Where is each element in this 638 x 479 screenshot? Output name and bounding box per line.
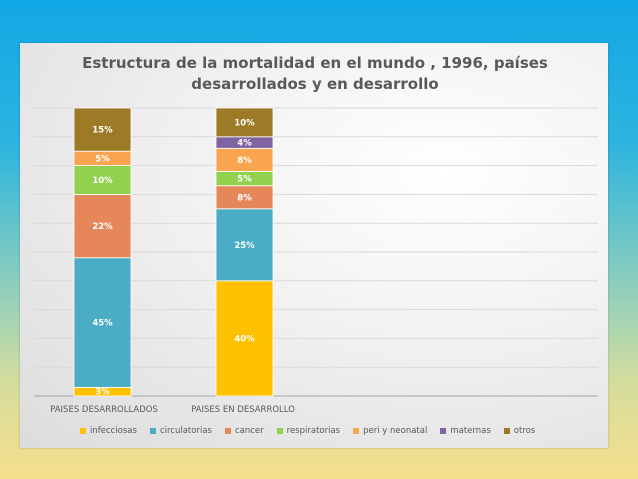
legend-label: otros: [513, 426, 536, 436]
bar-segment-infecciosas: [215, 280, 274, 397]
chart-legend: infecciosas circulatorias cancer respirator…: [80, 422, 560, 440]
legend-swatch: [440, 428, 447, 434]
legend-swatch: [149, 428, 156, 434]
legend-item-peri-y-neonatal: peri y neonatal: [353, 426, 427, 436]
legend-item-cancer: cancer: [224, 426, 264, 436]
legend-swatch: [353, 428, 360, 434]
legend-swatch: [276, 428, 283, 434]
chart-title: Estructura de la mortalidad en el mundo …: [30, 53, 600, 95]
data-label: 10%: [92, 176, 113, 186]
legend-label: circulatorias: [159, 426, 212, 436]
bar-segment-cancer: [73, 193, 132, 259]
data-label: 40%: [234, 334, 255, 344]
bar-segment-circulatorias: [215, 208, 274, 282]
legend-item-circulatorias: circulatorias: [149, 426, 212, 436]
legend-label: maternas: [450, 426, 491, 436]
legend-item-maternas: maternas: [440, 426, 491, 436]
legend-label: cancer: [234, 426, 264, 436]
legend-item-infecciosas: infecciosas: [80, 426, 137, 436]
bar-segment-respiratorias: [73, 165, 132, 195]
data-label: 3%: [95, 388, 110, 398]
data-label: 8%: [237, 193, 252, 203]
legend-swatch: [80, 428, 86, 434]
data-label: 22%: [92, 222, 113, 232]
x-tick-label: PAISES EN DESARROLLO: [191, 405, 295, 415]
data-label: 25%: [234, 241, 255, 251]
legend-swatch: [503, 428, 510, 434]
data-label: 4%: [237, 139, 252, 149]
chart-title-line-1: Estructura de la mortalidad en el mundo …: [82, 54, 548, 72]
bar-segment-otros: [73, 107, 132, 152]
x-tick-label: PAISES DESARROLLADOS: [50, 405, 158, 415]
data-label: 45%: [92, 319, 113, 329]
data-label: 5%: [95, 154, 110, 164]
data-label: 5%: [237, 175, 252, 185]
data-label: 8%: [237, 156, 252, 166]
legend-item-otros: otros: [503, 426, 536, 436]
legend-label: peri y neonatal: [363, 426, 428, 436]
legend-item-respiratorias: respiratorias: [276, 426, 341, 436]
legend-label: infecciosas: [90, 426, 137, 436]
data-label: 10%: [234, 118, 255, 128]
chart-title-line-2: desarrollados y en desarrollo: [191, 75, 439, 93]
legend-swatch: [224, 428, 231, 434]
legend-label: respiratorias: [286, 426, 341, 436]
data-label: 15%: [92, 126, 113, 136]
bar-segment-otros: [215, 107, 274, 138]
